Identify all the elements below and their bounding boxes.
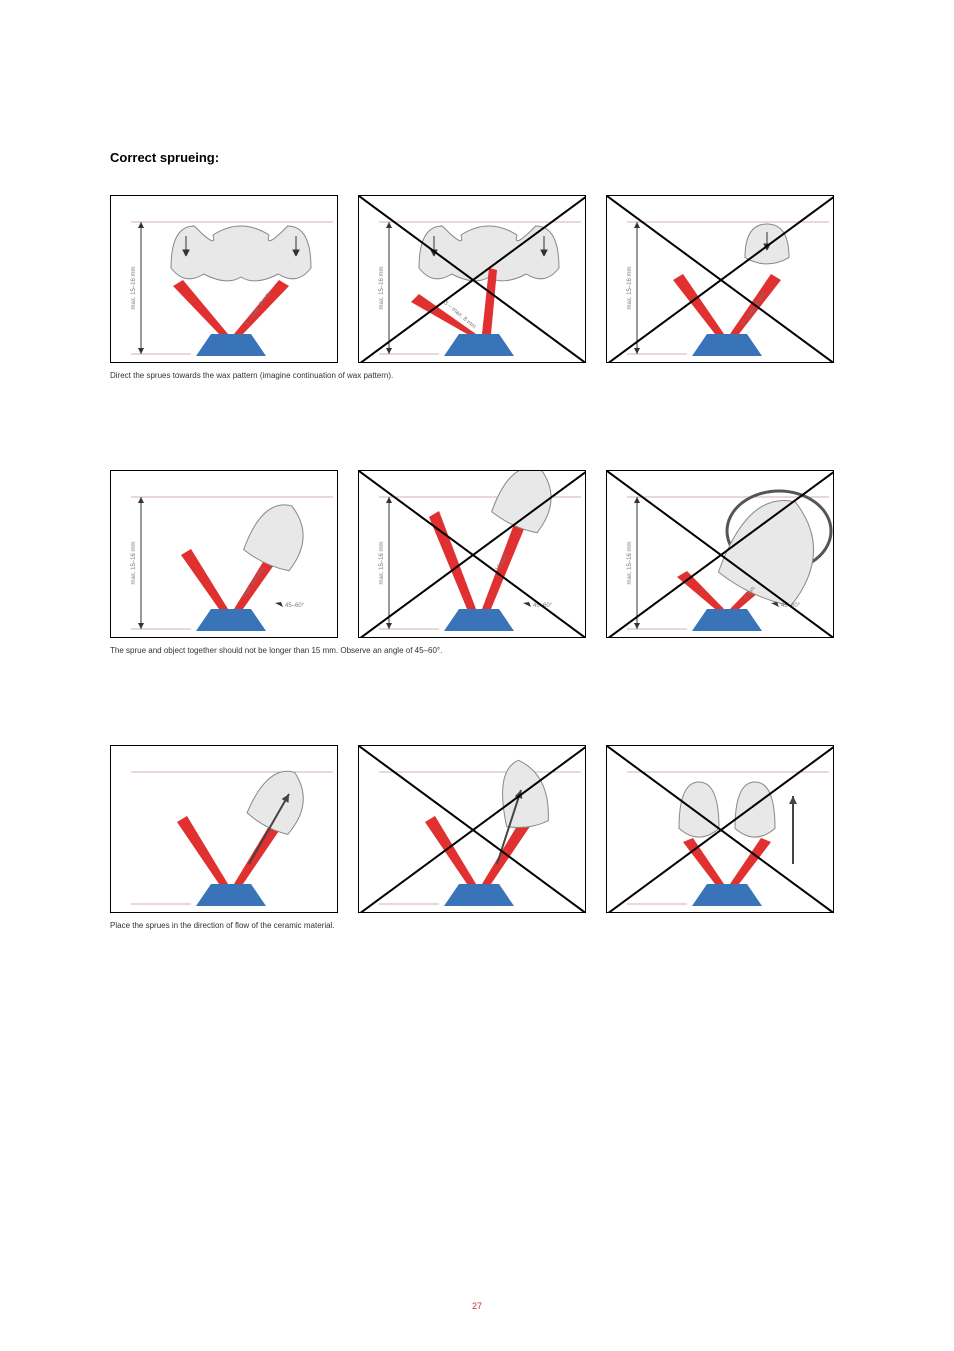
svg-text:max. 15–16 mm: max. 15–16 mm [379, 541, 385, 584]
diagram-row [110, 745, 844, 913]
diagram-panel-incorrect: max. 15–16 mm 16 mm45–60° [358, 470, 586, 638]
diagram-panel-correct: max. 15–16 mm max. 6-8 mm 45–60° [110, 470, 338, 638]
svg-text:max. 15–16 mm: max. 15–16 mm [627, 266, 633, 309]
svg-text:max. 15–16 mm: max. 15–16 mm [627, 541, 633, 584]
diagram-row: max. 15–16 mm 3 – max. 8 mm max. 15–16 m… [110, 195, 844, 363]
document-page: Correct sprueing: max. 15–16 mm 3 – max.… [0, 0, 954, 1060]
diagram-panel-correct: max. 15–16 mm 3 – max. 8 mm [110, 195, 338, 363]
diagram-panel-incorrect: max. 15–16 mm 3 – max. 8 mm [606, 195, 834, 363]
row-caption: Place the sprues in the direction of flo… [110, 921, 844, 930]
svg-text:max. 15–16 mm: max. 15–16 mm [379, 266, 385, 309]
diagram-panel-incorrect: max. 15–16 mm 3 – max. 8 mm [358, 195, 586, 363]
svg-text:3 – max. 8 mm: 3 – max. 8 mm [244, 291, 272, 327]
row-caption: Direct the sprues towards the wax patter… [110, 371, 844, 380]
row-caption: The sprue and object together should not… [110, 646, 844, 655]
diagram-panel-incorrect: max. 15–16 mm 6 mm45–60° [606, 470, 834, 638]
svg-text:max. 6-8 mm: max. 6-8 mm [242, 566, 267, 598]
diagram-panel-incorrect [358, 745, 586, 913]
diagram-panel-correct [110, 745, 338, 913]
rows-container: max. 15–16 mm 3 – max. 8 mm max. 15–16 m… [110, 195, 844, 930]
diagram-panel-incorrect [606, 745, 834, 913]
section-title: Correct sprueing: [110, 150, 844, 165]
diagram-row: max. 15–16 mm max. 6-8 mm 45–60° max. 15–… [110, 470, 844, 638]
svg-text:45–60°: 45–60° [285, 603, 305, 609]
svg-text:max. 15–16 mm: max. 15–16 mm [131, 266, 137, 309]
page-number: 27 [472, 1301, 482, 1311]
svg-text:max. 15–16 mm: max. 15–16 mm [131, 541, 137, 584]
